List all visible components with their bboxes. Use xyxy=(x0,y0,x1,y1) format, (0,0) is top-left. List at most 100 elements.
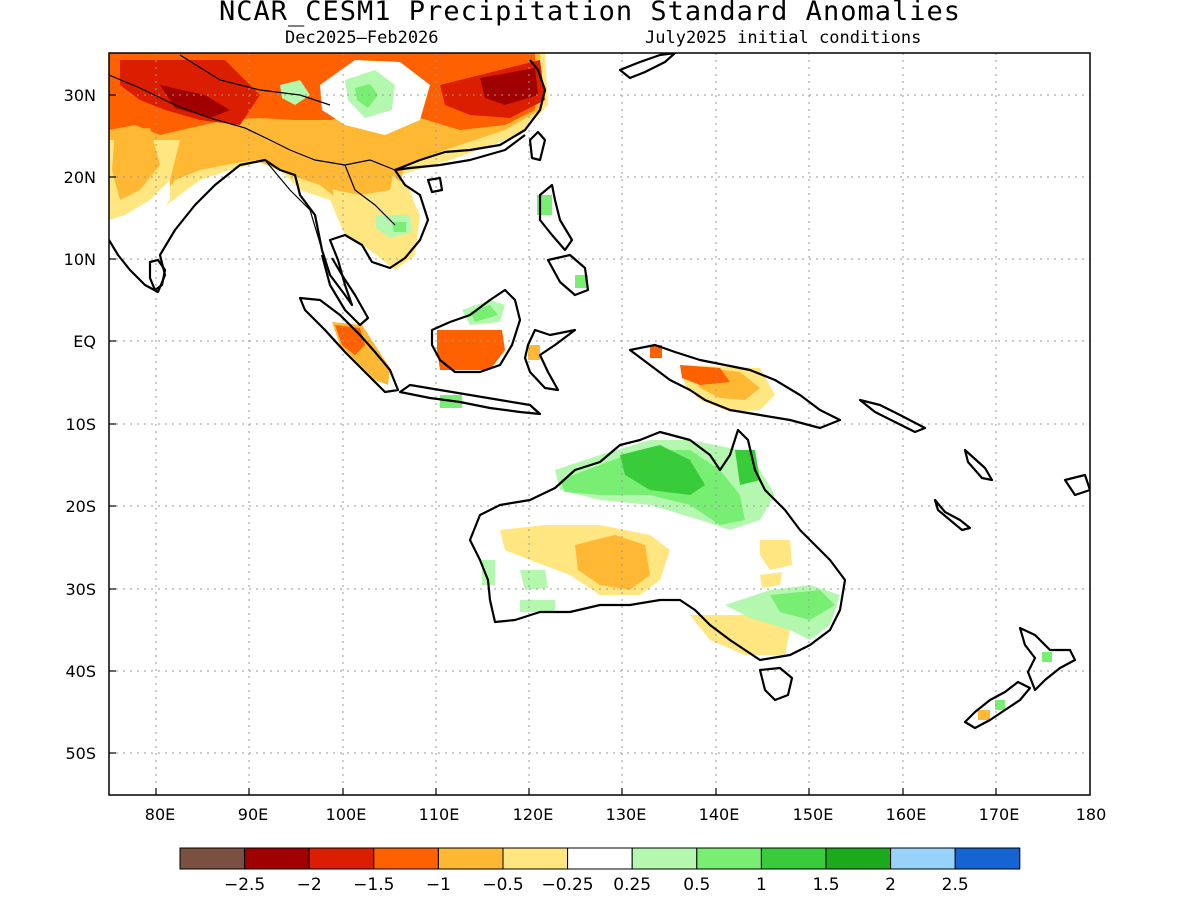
lon-label: 110E xyxy=(419,805,460,824)
anomaly-region-westcoast-wet xyxy=(482,560,495,585)
colorbar-label: 0.5 xyxy=(683,875,710,895)
lon-label: 180 xyxy=(1076,805,1107,824)
coastline-sumatra xyxy=(298,296,400,394)
anomaly-region-queensland-dry-2 xyxy=(760,572,782,588)
colorbar-swatch xyxy=(244,847,310,870)
colorbar-label: 2 xyxy=(885,875,896,895)
anomaly-region-capeyork-wet xyxy=(735,450,760,485)
colorbar-swatch xyxy=(696,847,762,870)
colorbar-label: −1 xyxy=(426,875,451,895)
anomaly-region-sichuan-wet xyxy=(280,80,310,105)
anomaly-region-borneo-wet-mod xyxy=(470,305,498,322)
colorbar-label: −2.5 xyxy=(224,875,265,895)
lat-label: 50S xyxy=(65,744,96,763)
coastline-fiji xyxy=(1063,473,1090,497)
coastline-japan xyxy=(618,53,677,80)
anomaly-region-tibet-dry-core xyxy=(160,85,230,118)
lat-label: 30S xyxy=(65,580,96,599)
colorbar-swatch xyxy=(567,847,633,870)
colorbar-swatch xyxy=(179,847,246,870)
colorbar-label: 0.25 xyxy=(613,875,651,895)
lat-label: 20N xyxy=(64,168,96,187)
colorbar-swatch xyxy=(825,847,892,870)
lat-label: 10N xyxy=(64,250,96,269)
longitude-labels: 80E 90E 100E 110E 120E 130E 140E 150E 16… xyxy=(145,805,1107,824)
anomaly-region-australia-dry-mod xyxy=(575,535,650,590)
coastlines xyxy=(109,53,1090,730)
coastline-new-caledonia xyxy=(963,448,994,482)
colorbar-label: 2.5 xyxy=(942,875,969,895)
colorbar-swatch xyxy=(308,847,375,870)
initial-conditions-label: July2025 initial conditions xyxy=(645,28,922,48)
colorbar-swatch xyxy=(373,847,439,870)
coastline-sri-lanka xyxy=(148,258,167,292)
colorbar-swatch xyxy=(437,847,504,870)
coastline-malay-peninsula xyxy=(320,254,370,327)
lat-label: 10S xyxy=(65,415,96,434)
lon-label: 100E xyxy=(326,805,367,824)
anomaly-region-australia-wet-strong xyxy=(620,445,705,495)
forecast-period: Dec2025–Feb2026 xyxy=(285,28,439,48)
coastline-sulawesi xyxy=(523,328,577,392)
border-tibet xyxy=(179,54,331,106)
colorbar-swatch xyxy=(502,847,569,870)
lon-label: 90E xyxy=(238,805,268,824)
anomaly-region-queensland-dry xyxy=(760,540,792,570)
coastline-nz-north xyxy=(1018,626,1077,692)
anomaly-region-china-wet-mod xyxy=(355,84,378,108)
map-title: NCAR_CESM1 Precipitation Standard Anomal… xyxy=(219,0,961,27)
coastline-solomons xyxy=(858,398,927,434)
anomaly-region-mindanao-wet xyxy=(575,275,588,288)
tick-marks xyxy=(109,94,997,795)
coastline-philippines-luzon xyxy=(538,183,574,252)
coastline-australia xyxy=(468,428,847,662)
colorbar-swatch xyxy=(890,847,956,870)
lat-label: EQ xyxy=(73,332,96,351)
anomaly-region-westaus-wet xyxy=(520,570,548,590)
lon-label: 160E xyxy=(886,805,927,824)
coastline-tasmania xyxy=(758,666,794,702)
coastline-taiwan xyxy=(528,130,547,162)
gridlines xyxy=(109,53,1090,795)
colorbar-label: −0.25 xyxy=(542,875,594,895)
colorbar-swatch xyxy=(631,847,698,870)
anomaly-shading xyxy=(109,53,1052,720)
lon-label: 170E xyxy=(979,805,1020,824)
lon-label: 140E xyxy=(699,805,740,824)
border-india-china xyxy=(109,74,291,151)
anomaly-region-indochina-wet-mod xyxy=(392,222,406,232)
colorbar: −2.5 −2 −1.5 −1 −0.5 −0.25 0.25 0.5 1 1.5 2 2.5 xyxy=(179,847,1021,895)
latitude-labels: 30N 20N 10N EQ 10S 20S 30S 40S 50S xyxy=(64,86,96,763)
coastline-philippines-mindanao xyxy=(546,253,590,297)
anomaly-region-southeast-wet-mod xyxy=(770,590,835,620)
lat-label: 30N xyxy=(64,86,96,105)
border-laos-vietnam xyxy=(344,164,396,226)
anomaly-region-westaus-wet-2 xyxy=(520,600,555,612)
border-myanmar xyxy=(264,159,323,251)
colorbar-label: −0.5 xyxy=(482,875,523,895)
coastline-vanuatu xyxy=(933,498,972,532)
anomaly-region-india-dry-mod xyxy=(112,128,160,200)
anomaly-region-borneo-dry xyxy=(437,330,505,370)
colorbar-swatch xyxy=(954,847,1021,870)
anomaly-region-nz-south-dry xyxy=(978,710,990,720)
colorbar-label: 1 xyxy=(756,875,767,895)
coastline-java xyxy=(398,383,542,416)
anomaly-region-nz-south-wet xyxy=(995,700,1005,710)
lon-label: 120E xyxy=(513,805,554,824)
colorbar-label: 1.5 xyxy=(812,875,839,895)
country-borders xyxy=(109,54,396,251)
lon-label: 80E xyxy=(145,805,175,824)
colorbar-swatch xyxy=(760,847,827,870)
coastline-china-south xyxy=(394,134,526,172)
colorbar-label: −1.5 xyxy=(353,875,394,895)
anomaly-region-sulawesi-dry xyxy=(528,345,540,360)
coastline-nz-south xyxy=(963,680,1032,730)
lat-label: 40S xyxy=(65,662,96,681)
lat-label: 20S xyxy=(65,497,96,516)
coastline-borneo xyxy=(430,288,522,374)
coastline-new-guinea xyxy=(628,343,842,430)
lon-label: 130E xyxy=(606,805,647,824)
anomaly-region-china-dry-core xyxy=(480,68,538,105)
